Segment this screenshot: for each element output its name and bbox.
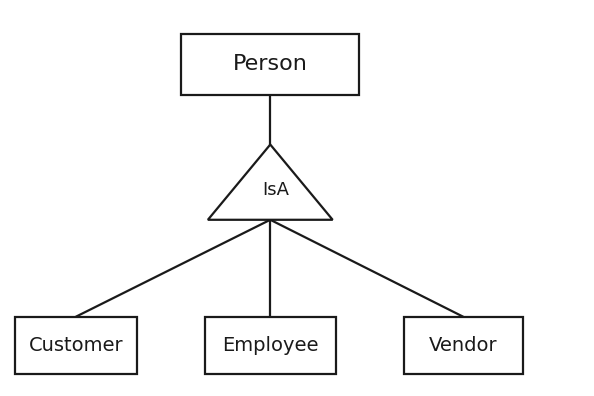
FancyBboxPatch shape xyxy=(205,317,336,374)
Text: Person: Person xyxy=(233,54,308,74)
Text: Vendor: Vendor xyxy=(429,336,498,355)
FancyBboxPatch shape xyxy=(404,317,523,374)
Text: Employee: Employee xyxy=(222,336,318,355)
FancyBboxPatch shape xyxy=(15,317,137,374)
FancyBboxPatch shape xyxy=(181,34,359,95)
Text: IsA: IsA xyxy=(263,181,290,199)
Text: Customer: Customer xyxy=(29,336,123,355)
Polygon shape xyxy=(208,145,333,220)
